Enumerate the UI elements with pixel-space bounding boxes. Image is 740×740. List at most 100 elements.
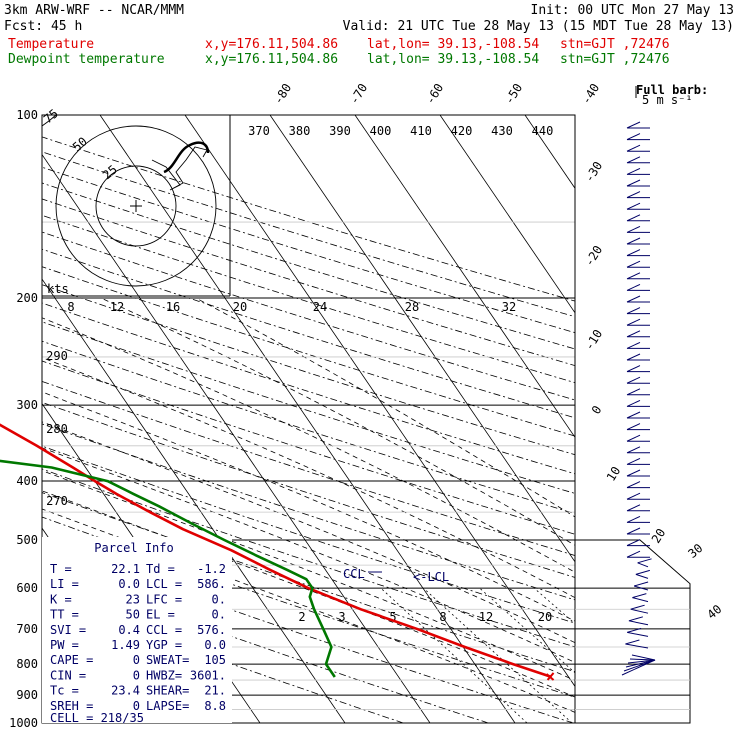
temperature-line [0, 423, 553, 679]
parcel-row-4-value1: 0.4 [118, 623, 140, 637]
theta-label-370: 370 [248, 124, 270, 138]
pressure-label-400: 400 [16, 474, 38, 488]
wind-barb [626, 446, 650, 454]
wind-barb [621, 659, 656, 676]
mixing-ratio-upper-24: 24 [313, 300, 327, 314]
barb-legend-units: 5 m s⁻¹ [642, 93, 693, 107]
wind-barb [626, 399, 650, 407]
isotherm-label-40: 40 [704, 602, 724, 622]
wind-barb [626, 318, 650, 326]
isotherm-label-0: 0 [589, 403, 605, 417]
mixing-ratio-upper-32: 32 [502, 300, 516, 314]
parcel-row-0-label2: Td = [146, 562, 175, 576]
isotherm--30 [42, 278, 346, 723]
hodograph-trace [163, 141, 210, 174]
wind-barb [626, 179, 650, 187]
parcel-row-9-value2: 8.8 [204, 699, 226, 713]
wind-barb [626, 481, 650, 489]
wind-barb [626, 492, 650, 500]
legend-temperature: Temperature [8, 37, 94, 52]
parcel-row-4-label1: SVI = [50, 623, 86, 637]
mixing-ratio-5 [479, 587, 575, 674]
theta-label-390: 390 [329, 124, 351, 138]
parcel-row-0-value2: -1.2 [197, 562, 226, 576]
profile-lines [0, 423, 555, 681]
wind-barb [626, 144, 650, 152]
parcel-row-8-label2: SHEAR= [146, 684, 189, 698]
isotherm-label--60: -60 [423, 81, 446, 107]
wind-barb [626, 156, 650, 164]
hodograph-ring-outer [41, 114, 57, 127]
mixing-ratio-upper-16: 16 [166, 300, 180, 314]
wind-barb [629, 658, 656, 661]
pressure-label-500: 500 [16, 533, 38, 547]
loc-xy-dew: x,y=176.11,504.86 [205, 52, 338, 67]
wind-barb [635, 569, 650, 579]
wind-barb [627, 627, 649, 637]
parcel-cell: CELL = 218/35 [50, 711, 144, 725]
hodograph-units: kts [47, 282, 69, 296]
wind-barb [626, 376, 650, 384]
parcel-info-background [42, 537, 232, 723]
parcel-row-2-label1: K = [50, 592, 72, 606]
wind-barb [626, 214, 650, 222]
parcel-row-7-label2: HWBZ= [146, 668, 182, 682]
wind-barb [626, 307, 650, 315]
mixing-ratio-upper-20: 20 [233, 300, 247, 314]
parcel-row-7-label1: CIN = [50, 668, 86, 682]
wind-barb [626, 457, 650, 465]
wind-barb [628, 616, 649, 626]
wind-barb [626, 330, 650, 338]
dewpoint-line [0, 459, 336, 678]
loc-stn-dew: stn=GJT ,72476 [560, 52, 670, 67]
wind-barb [633, 581, 649, 591]
parcel-row-8-label1: Tc = [50, 684, 79, 698]
wind-barb [626, 365, 650, 373]
wind-barb [626, 411, 650, 419]
mixing-ratio-lower-20: 20 [538, 610, 552, 624]
mixing-ratio-upper-28: 28 [405, 300, 419, 314]
parcel-row-0-label1: T = [50, 562, 72, 576]
theta-side-label-280: 280 [46, 422, 68, 436]
wind-barb [626, 295, 650, 303]
plot-frame [41, 114, 576, 724]
hodograph-ring-label-75: 75 [41, 106, 61, 126]
parcel-row-3-label2: EL = [146, 608, 175, 622]
isotherm-10 [269, 115, 575, 563]
isotherm-label--80: -80 [271, 81, 294, 107]
parcel-row-5-label2: YGP = [146, 638, 182, 652]
barb-legend-title: Full barb: [636, 83, 708, 97]
isotherm-60 [695, 115, 740, 723]
isotherm--70 [0, 115, 5, 723]
moist-adiabat-20 [42, 391, 575, 622]
pressure-label-200: 200 [16, 291, 38, 305]
wind-barb [626, 353, 650, 361]
theta-label-440: 440 [532, 124, 554, 138]
isotherm-label-20: 20 [649, 526, 669, 546]
hodograph-trace-low [151, 146, 208, 191]
mixing-ratio-3 [423, 587, 573, 723]
init-time: Init: 00 UTC Mon 27 May 13 [531, 3, 735, 18]
mixing-ratio-lower-12: 12 [479, 610, 493, 624]
moist-adiabat-28 [42, 317, 575, 573]
wind-barb [626, 539, 650, 547]
parcel-row-6-label1: CAPE = [50, 653, 93, 667]
parcel-row-7-value2: 3601. [190, 668, 226, 682]
isotherm-label-30: 30 [685, 541, 705, 561]
wind-barb [626, 527, 650, 535]
valid-time: Valid: 21 UTC Tue 28 May 13 (15 MDT Tue … [343, 19, 734, 34]
isotherm-label--10: -10 [582, 327, 605, 353]
wind-barb [626, 272, 650, 280]
isotherm--20 [42, 153, 431, 723]
parcel-row-0-value1: 22.1 [111, 562, 140, 576]
parcel-row-9-label2: LAPSE= [146, 699, 189, 713]
mixing-ratio-lower-5: 5 [389, 610, 396, 624]
loc-xy-temp: x,y=176.11,504.86 [205, 37, 338, 52]
pressure-label-800: 800 [16, 657, 38, 671]
wind-barb [626, 121, 650, 129]
wind-barb [626, 434, 650, 442]
parcel-row-1-value1: 0.0 [118, 577, 140, 591]
parcel-row-6-label2: SWEAT= [146, 653, 189, 667]
